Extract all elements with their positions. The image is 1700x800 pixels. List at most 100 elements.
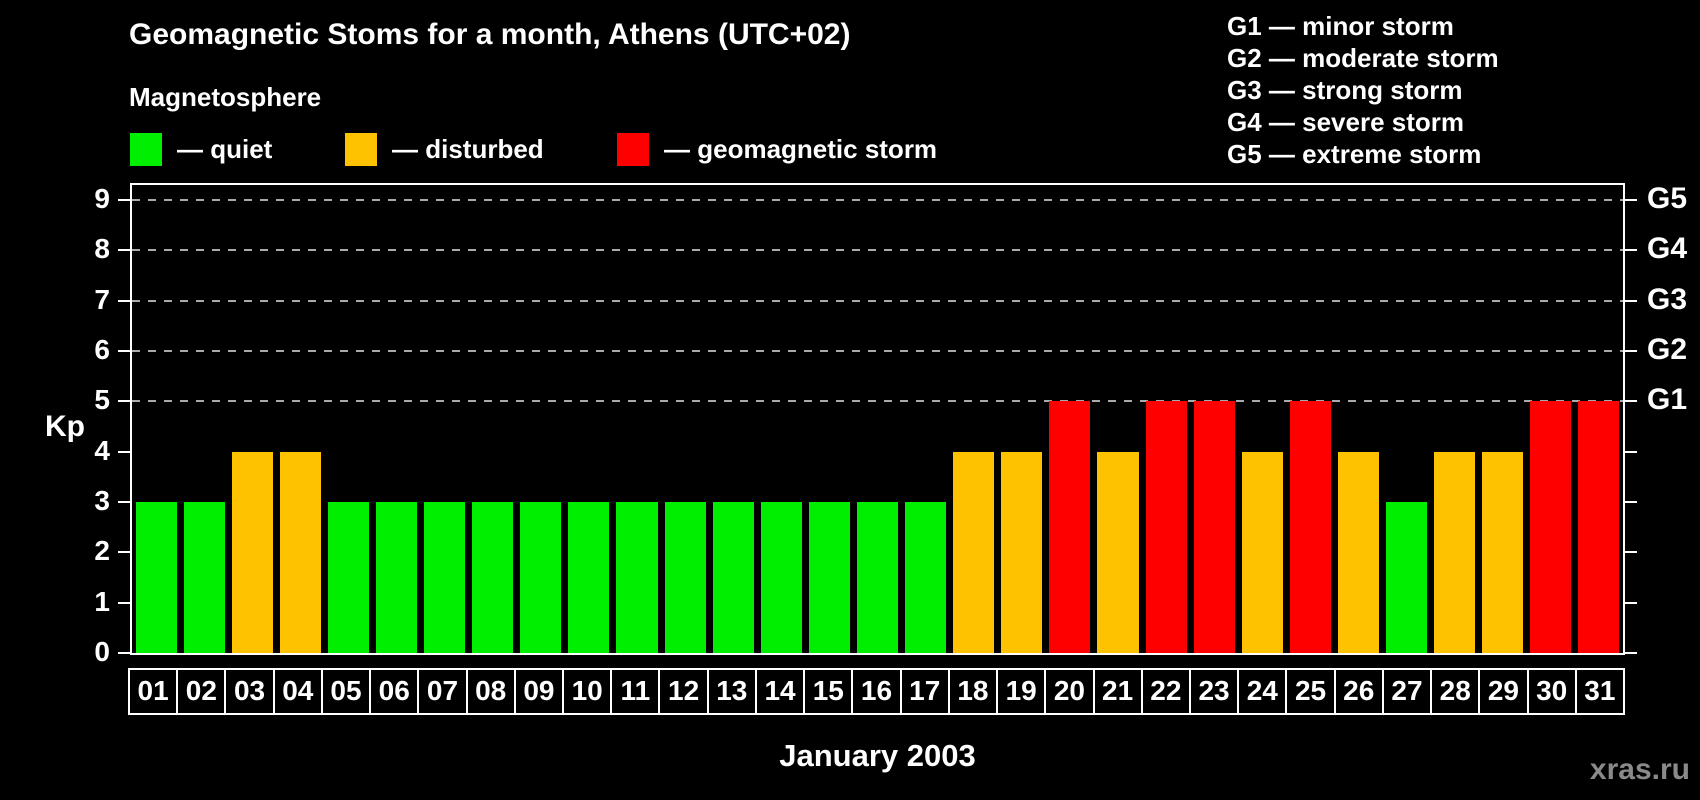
day-label: 14 <box>754 668 806 715</box>
bar <box>1145 401 1187 653</box>
day-label: 04 <box>272 668 323 715</box>
bar <box>1434 452 1476 653</box>
day-label: 10 <box>562 668 613 715</box>
legend-item-storm: — geomagnetic storm <box>617 133 937 166</box>
day-label: 06 <box>369 668 420 715</box>
legend-title: Magnetosphere <box>129 82 322 112</box>
gridline <box>132 400 1623 403</box>
y-axis-tick <box>118 249 130 252</box>
y-tick-label: 4 <box>94 434 110 466</box>
day-label: 12 <box>658 668 709 715</box>
g-level-label: G5 <box>1647 182 1688 216</box>
y-axis-tick <box>118 400 130 403</box>
day-label: 15 <box>803 668 854 715</box>
y-tick-label: 0 <box>94 636 110 667</box>
g-scale-legend: G1 — minor storm G2 — moderate storm G3 … <box>1227 10 1499 170</box>
gridline <box>132 199 1623 202</box>
g-scale-line: G1 — minor storm <box>1227 11 1454 41</box>
bar <box>279 452 321 653</box>
right-axis-tick <box>1625 299 1637 302</box>
legend-item-disturbed: — disturbed <box>345 133 544 166</box>
day-label: 13 <box>706 668 757 715</box>
right-axis-tick <box>1625 501 1637 504</box>
bar <box>712 502 754 653</box>
y-axis-tick <box>118 501 130 504</box>
watermark: xras.ru <box>1589 753 1690 786</box>
right-axis-tick <box>1625 450 1637 453</box>
bar <box>1337 452 1379 653</box>
g-scale-line: G3 — strong storm <box>1227 75 1463 105</box>
g-level-label: G3 <box>1647 282 1688 316</box>
g-scale-line: G2 — moderate storm <box>1227 43 1499 73</box>
bar <box>1049 401 1091 653</box>
y-tick-label: 8 <box>94 233 110 265</box>
y-axis-title: Kp <box>45 410 85 443</box>
bar <box>1482 452 1524 653</box>
day-label: 28 <box>1430 668 1481 715</box>
day-label: 16 <box>851 668 902 715</box>
g-level-label: G1 <box>1647 383 1688 417</box>
day-label: 08 <box>465 668 516 715</box>
right-axis-tick <box>1625 601 1637 604</box>
y-axis-tick <box>118 551 130 554</box>
right-axis-tick <box>1625 249 1637 252</box>
quiet-color-swatch <box>130 133 162 166</box>
plot-area: 0 1 2 3 4 5 6 7 8 9 G1 G2 G3 G4 G5 <box>94 182 1687 667</box>
gridline <box>132 350 1623 353</box>
legend-item-quiet: — quiet <box>130 133 272 166</box>
day-label: 11 <box>610 668 661 715</box>
day-label: 26 <box>1333 668 1384 715</box>
bar <box>760 502 802 653</box>
y-axis-tick <box>118 652 130 654</box>
gridline <box>132 299 1623 302</box>
x-axis-title: January 2003 <box>779 738 976 773</box>
bar <box>1001 452 1043 653</box>
y-axis-tick <box>118 450 130 453</box>
bar <box>1289 401 1331 653</box>
bar <box>1193 401 1235 653</box>
bar <box>231 452 273 653</box>
legend-item-label: — geomagnetic storm <box>664 134 938 164</box>
legend-item-label: — quiet <box>177 134 273 164</box>
day-label: 09 <box>513 668 565 715</box>
y-tick-label: 2 <box>94 535 110 567</box>
bar <box>664 502 706 653</box>
disturbed-color-swatch <box>345 133 377 166</box>
day-label: 03 <box>224 668 275 715</box>
y-tick-label: 7 <box>94 283 110 315</box>
y-tick-label: 1 <box>94 585 110 617</box>
bar <box>520 502 562 653</box>
day-label: 02 <box>176 668 227 715</box>
x-axis-day-row: 01 02 03 04 05 06 07 08 09 10 11 12 13 14 15 16 17 18 19 20… <box>128 668 1630 715</box>
day-label: 07 <box>417 668 468 715</box>
right-axis-tick <box>1625 199 1637 202</box>
day-label: 31 <box>1574 668 1625 715</box>
day-label: 17 <box>899 668 950 715</box>
y-tick-label: 6 <box>94 334 110 366</box>
bar <box>135 502 177 653</box>
g-level-label: G4 <box>1647 232 1688 266</box>
day-label: 22 <box>1140 668 1191 715</box>
day-label: 29 <box>1478 668 1529 715</box>
day-label: 21 <box>1092 668 1143 715</box>
bar <box>953 452 995 653</box>
bar <box>1241 452 1283 653</box>
day-label: 23 <box>1188 668 1240 715</box>
day-label: 30 <box>1526 668 1577 715</box>
y-tick-label: 3 <box>94 485 110 517</box>
day-label: 25 <box>1285 668 1336 715</box>
bar <box>1530 401 1572 653</box>
day-label: 24 <box>1237 668 1288 715</box>
g-scale-line: G4 — severe storm <box>1227 107 1465 137</box>
bar <box>905 502 947 653</box>
right-axis-tick <box>1625 400 1637 403</box>
bar <box>568 502 610 653</box>
right-axis-tick <box>1625 652 1637 654</box>
bar <box>375 502 418 653</box>
g-level-label: G2 <box>1647 333 1688 367</box>
bar <box>1386 502 1428 653</box>
bar <box>1097 452 1139 653</box>
bar <box>327 502 369 653</box>
day-label: 20 <box>1044 668 1095 715</box>
